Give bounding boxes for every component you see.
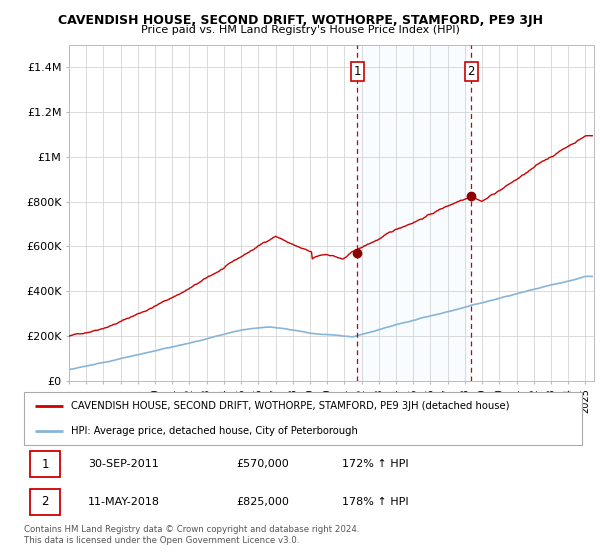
Text: £825,000: £825,000 [236, 497, 289, 507]
Text: 1: 1 [41, 458, 49, 470]
Text: £570,000: £570,000 [236, 459, 289, 469]
Text: This data is licensed under the Open Government Licence v3.0.: This data is licensed under the Open Gov… [24, 536, 299, 545]
FancyBboxPatch shape [24, 392, 582, 445]
Text: Contains HM Land Registry data © Crown copyright and database right 2024.: Contains HM Land Registry data © Crown c… [24, 525, 359, 534]
Text: Price paid vs. HM Land Registry's House Price Index (HPI): Price paid vs. HM Land Registry's House … [140, 25, 460, 35]
Text: CAVENDISH HOUSE, SECOND DRIFT, WOTHORPE, STAMFORD, PE9 3JH: CAVENDISH HOUSE, SECOND DRIFT, WOTHORPE,… [58, 14, 542, 27]
Text: 2: 2 [467, 65, 475, 78]
Bar [358, 45, 471, 381]
Text: HPI: Average price, detached house, City of Peterborough: HPI: Average price, detached house, City… [71, 426, 358, 436]
Text: 11-MAY-2018: 11-MAY-2018 [88, 497, 160, 507]
Text: 1: 1 [353, 65, 361, 78]
Text: CAVENDISH HOUSE, SECOND DRIFT, WOTHORPE, STAMFORD, PE9 3JH (detached house): CAVENDISH HOUSE, SECOND DRIFT, WOTHORPE,… [71, 402, 510, 412]
Text: 2: 2 [41, 496, 49, 508]
FancyBboxPatch shape [29, 451, 60, 477]
Text: 172% ↑ HPI: 172% ↑ HPI [342, 459, 409, 469]
FancyBboxPatch shape [29, 488, 60, 515]
Text: 178% ↑ HPI: 178% ↑ HPI [342, 497, 409, 507]
Text: 30-SEP-2011: 30-SEP-2011 [88, 459, 159, 469]
